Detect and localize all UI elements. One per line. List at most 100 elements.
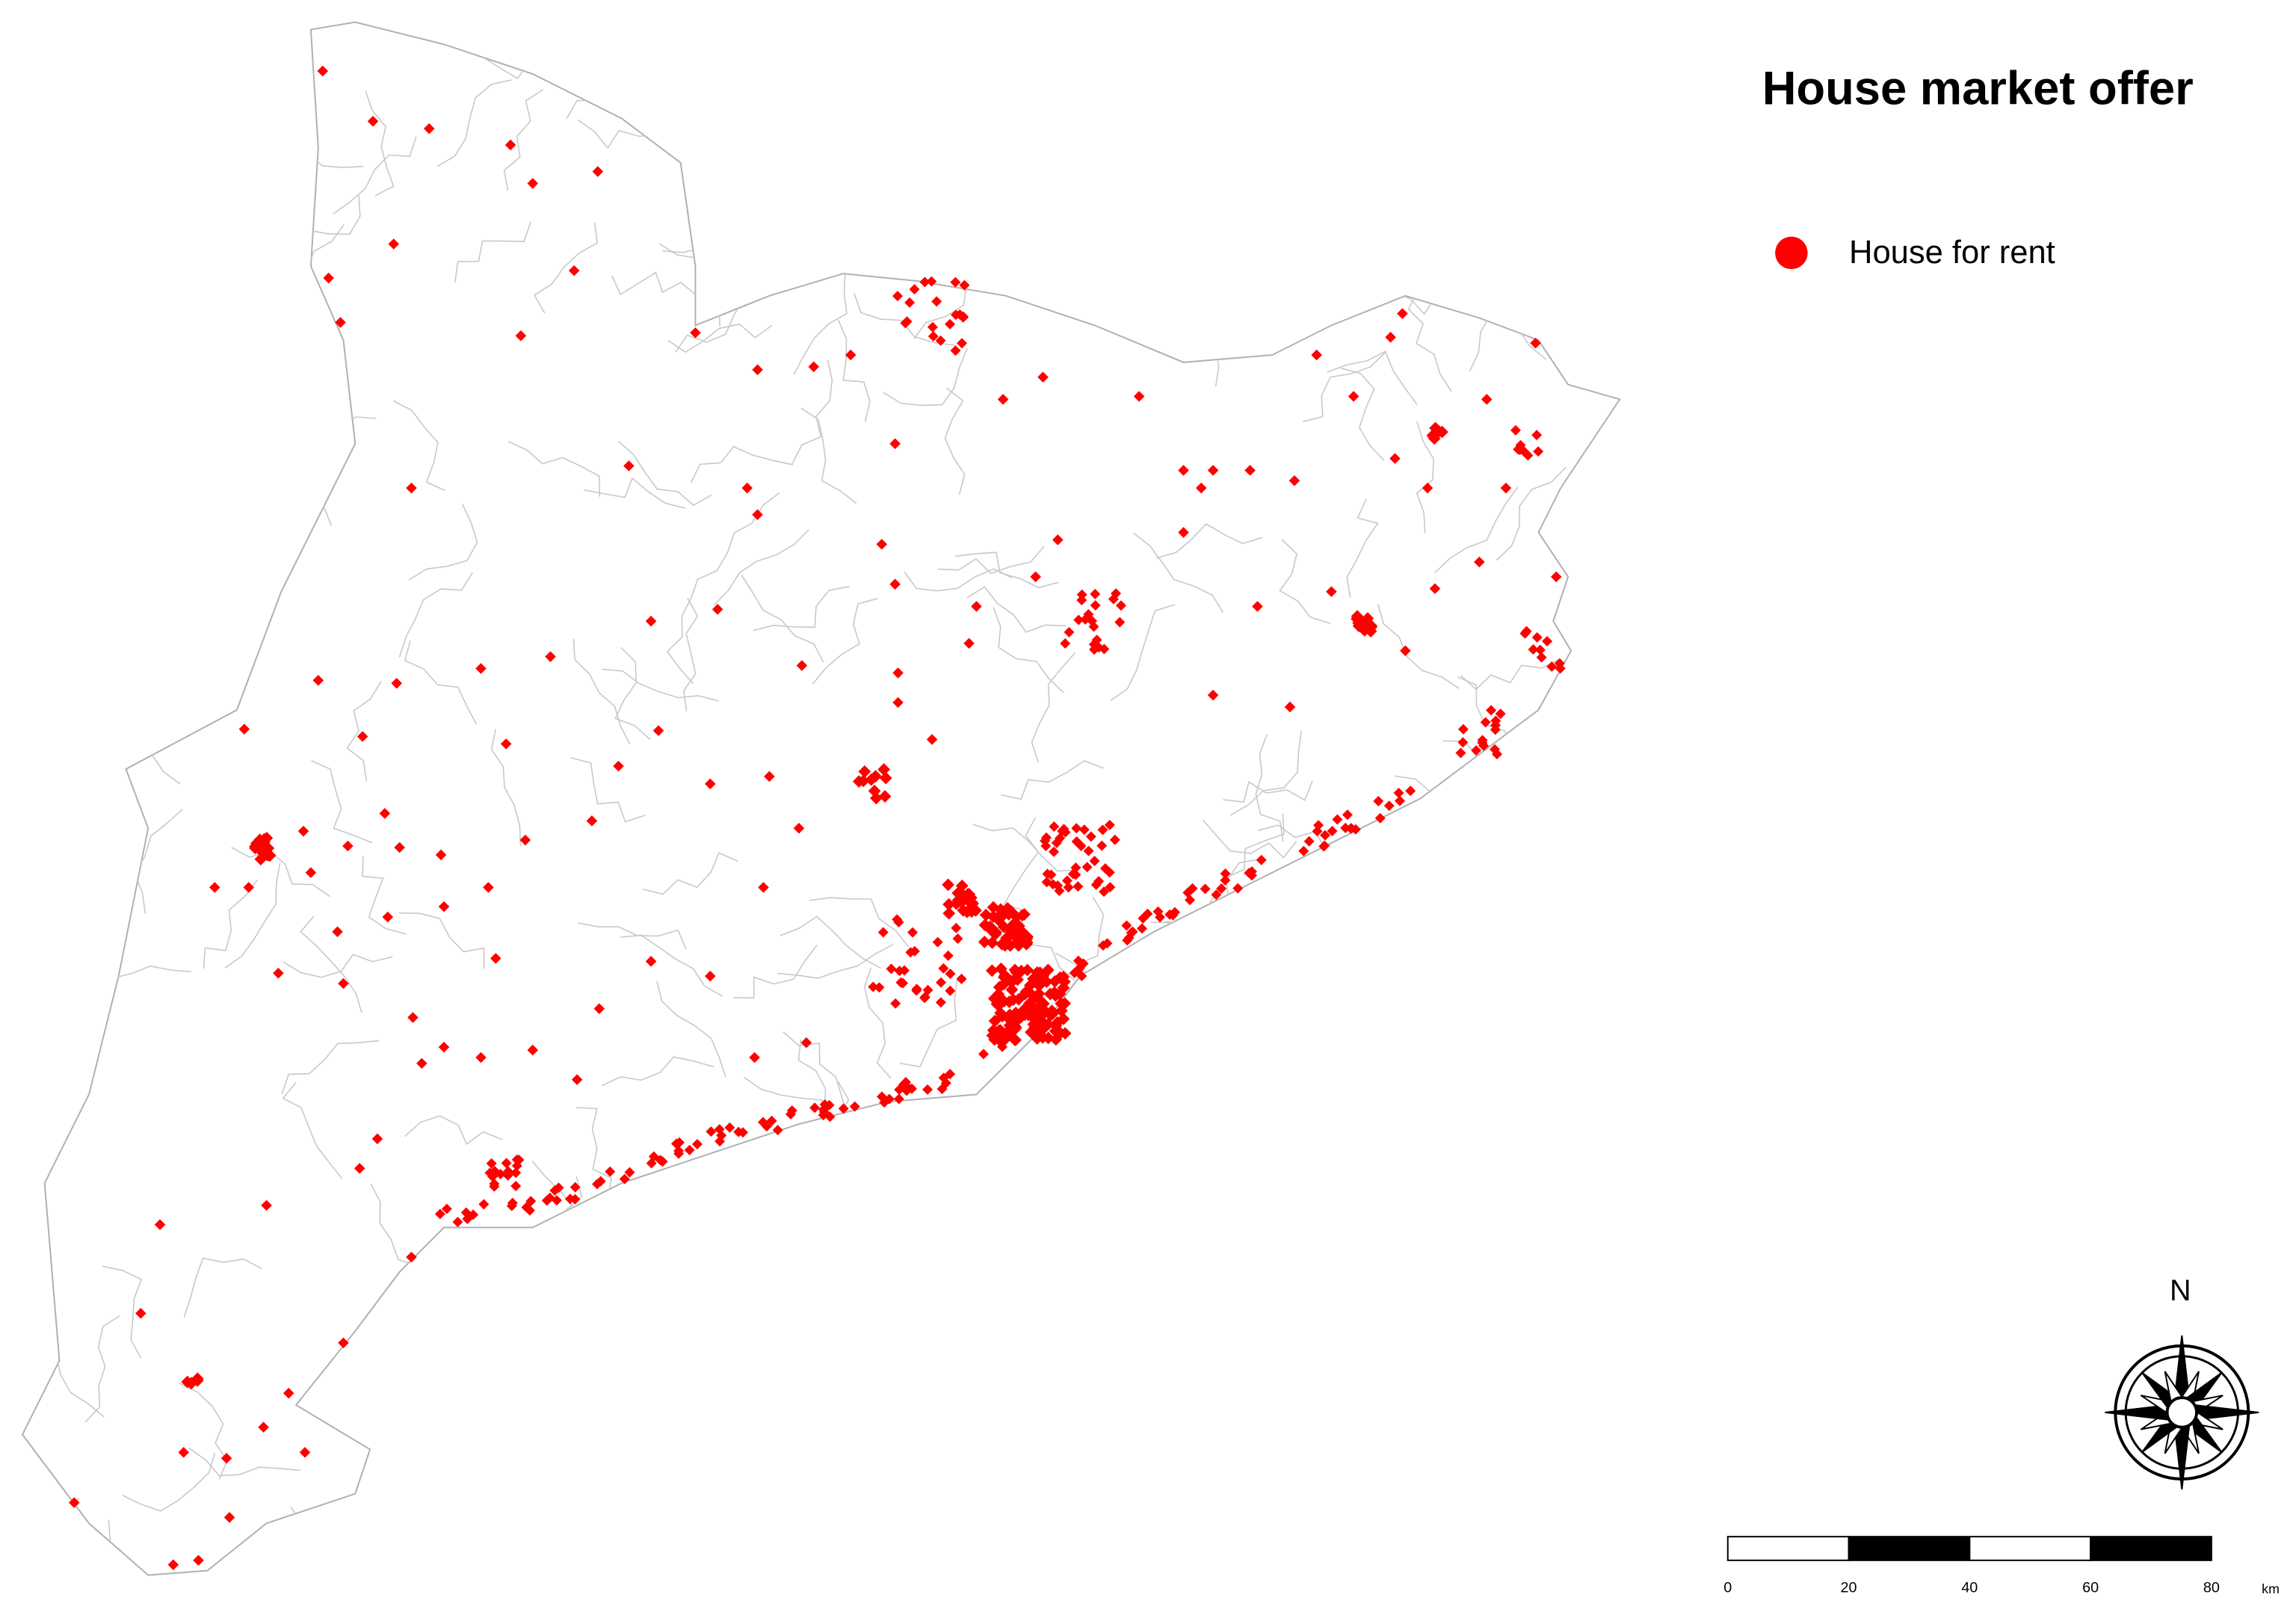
house-point (838, 1103, 849, 1114)
house-point (379, 808, 391, 819)
house-point (1195, 482, 1207, 494)
house-point (919, 277, 931, 288)
border (1001, 760, 1104, 800)
house-point (673, 1145, 685, 1156)
border (854, 293, 955, 346)
border (534, 222, 598, 314)
house-point (1351, 612, 1363, 626)
house-point (1383, 800, 1395, 812)
house-point (1058, 975, 1071, 989)
house-point (886, 963, 897, 975)
border (696, 168, 769, 246)
border (436, 79, 512, 167)
house-point (1008, 1033, 1021, 1046)
house-point (1127, 926, 1138, 937)
border (1207, 1383, 1254, 1488)
house-point (1019, 985, 1033, 998)
border (290, 1506, 374, 1575)
house-point (503, 1166, 514, 1177)
house-point (1046, 1004, 1058, 1018)
house-point (945, 985, 956, 996)
border (57, 584, 155, 630)
house-point (1054, 885, 1065, 896)
border (1283, 865, 1300, 981)
border (1068, 1300, 1118, 1398)
house-point (1252, 601, 1263, 612)
house-point (592, 166, 604, 177)
border (1472, 1507, 1552, 1563)
scale-tick-label: 80 (2203, 1580, 2220, 1596)
house-point (1133, 391, 1145, 402)
house-point (1049, 1019, 1063, 1033)
border (957, 1262, 1023, 1361)
border (584, 477, 685, 509)
house-point (957, 904, 970, 917)
border (576, 1107, 613, 1199)
border (713, 529, 809, 606)
house-point (938, 963, 949, 974)
border (1011, 1483, 1076, 1545)
house-point (951, 886, 965, 900)
legend-label: House for rent (1849, 235, 2055, 271)
compass-rose (2105, 1335, 2259, 1489)
border (800, 407, 857, 504)
house-point (904, 297, 916, 308)
house-point (1104, 819, 1115, 830)
scale-segment (2090, 1536, 2212, 1561)
house-point (1105, 882, 1116, 893)
border (1434, 487, 1519, 574)
border (445, 1513, 479, 1575)
border (944, 387, 966, 495)
house-point (1489, 744, 1500, 755)
border (904, 568, 1013, 592)
border (602, 668, 719, 702)
house-point (1289, 475, 1300, 487)
house-point (1076, 589, 1087, 600)
house-point (877, 763, 891, 776)
border (937, 546, 1045, 575)
house-point (1109, 834, 1120, 845)
border (1298, 1103, 1324, 1219)
border (793, 272, 848, 375)
house-point (911, 985, 922, 996)
house-point (388, 238, 399, 250)
border (102, 64, 160, 164)
house-point (986, 936, 999, 949)
house-point (1108, 593, 1119, 605)
house-point (1480, 717, 1491, 728)
border (614, 646, 651, 741)
house-point (1319, 840, 1330, 851)
border (667, 323, 773, 353)
border (544, 1362, 636, 1417)
house-point (1152, 906, 1164, 917)
house-point (1187, 883, 1198, 894)
house-point (510, 1181, 522, 1192)
house-point (460, 1207, 472, 1218)
house-point (1220, 868, 1231, 880)
border (741, 574, 824, 663)
border (1168, 1059, 1220, 1155)
border (766, 172, 874, 226)
house-point (942, 950, 954, 961)
border (1169, 1297, 1274, 1331)
border (998, 275, 1107, 302)
house-point (950, 277, 961, 288)
house-point (487, 1171, 498, 1182)
house-point (1023, 997, 1036, 1010)
house-point (684, 1144, 695, 1155)
border (1202, 819, 1297, 859)
border (1279, 539, 1331, 624)
border (1377, 603, 1460, 689)
border (1418, 1392, 1518, 1430)
border (283, 954, 393, 978)
house-point (495, 1168, 506, 1179)
border (675, 1407, 779, 1435)
house-point (927, 321, 938, 333)
border (883, 348, 968, 407)
border (883, 1500, 932, 1575)
house-point (1319, 830, 1330, 841)
house-point (1093, 876, 1105, 887)
house-point (741, 482, 753, 494)
border (966, 1333, 1011, 1430)
border (398, 572, 473, 658)
